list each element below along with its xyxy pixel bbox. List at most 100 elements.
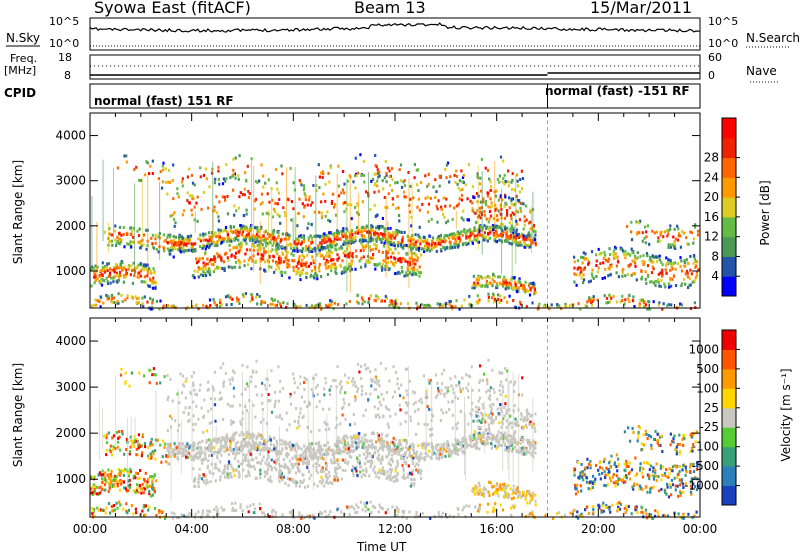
velocity-panel-cell: [350, 440, 354, 444]
power-panel-cell: [485, 217, 488, 221]
power-panel-cell: [346, 253, 349, 257]
power-panel-cell: [595, 264, 598, 267]
power-panel-cell: [393, 242, 396, 246]
velocity-panel-cell: [116, 480, 119, 483]
power-panel-cell: [298, 255, 301, 259]
power-panel-cell: [461, 188, 464, 191]
power-panel-cell: [491, 284, 494, 288]
power-panel-cell: [195, 201, 198, 205]
velocity-panel-cell: [298, 454, 302, 458]
power-panel-cell: [278, 255, 281, 259]
power-panel-cell: [389, 226, 392, 230]
velocity-panel-cell: [123, 486, 126, 490]
power-panel-cell: [123, 245, 126, 249]
power-panel-cell: [362, 234, 365, 238]
power-panel-cell: [649, 255, 652, 259]
power-panel-cell: [683, 231, 686, 235]
velocity-panel-cell: [377, 453, 380, 457]
power-panel-cell: [312, 259, 315, 263]
power-panel-cell: [514, 305, 517, 309]
power-panel-cell: [415, 248, 418, 251]
noise-tick-high-left: 10^5: [49, 15, 80, 28]
velocity-panel-cell: [151, 487, 154, 491]
power-panel-cell: [328, 240, 331, 244]
power-panel-cell: [352, 240, 355, 244]
velocity-panel-cell: [183, 446, 187, 450]
power-panel-cell: [459, 188, 462, 192]
velocity-panel-cell: [150, 455, 153, 459]
power-panel-cell: [272, 298, 275, 302]
power-panel-cell: [582, 281, 585, 285]
power-panel-cell: [199, 273, 202, 277]
power-panel-cell: [550, 303, 553, 307]
power-panel-cell: [523, 215, 526, 219]
power-panel-cell: [451, 307, 454, 311]
power-panel-cell: [339, 237, 342, 241]
power-panel-cell: [99, 295, 102, 299]
velocity-panel-cell: [324, 461, 328, 465]
velocity-panel-cell: [355, 434, 359, 438]
power-panel-cell: [332, 192, 335, 196]
power-panel-cell: [234, 256, 237, 260]
power-panel-cell: [402, 180, 405, 184]
power-panel-cell: [394, 207, 397, 211]
power-panel-cell: [228, 248, 232, 252]
power-panel-cell: [233, 213, 236, 217]
power-panel-cell: [492, 292, 495, 296]
power-panel-cell: [414, 233, 417, 237]
velocity-panel-cell: [264, 461, 267, 465]
power-panel-cell: [139, 262, 142, 266]
velocity-panel-cell: [107, 468, 110, 472]
power-panel-cell: [496, 281, 499, 285]
power-panel-cell: [90, 304, 93, 308]
power-panel-cell: [386, 166, 390, 170]
power-panel-cell: [424, 246, 428, 249]
power-panel-cell: [204, 232, 207, 236]
power-panel-cell: [362, 248, 365, 252]
power-panel-cell: [532, 229, 535, 233]
power-panel-cell: [238, 245, 241, 249]
power-panel-cell: [479, 228, 482, 232]
power-panel-cell: [399, 243, 403, 247]
velocity-panel-cell: [173, 455, 176, 459]
power-panel-cell: [340, 229, 343, 233]
velocity-panel-cell: [320, 456, 323, 460]
power-panel-cell: [280, 260, 283, 264]
velocity-panel-cell: [451, 443, 454, 447]
velocity-panel-cell: [204, 453, 207, 457]
velocity-panel-cell: [433, 451, 436, 455]
power-panel-cell: [338, 247, 341, 251]
power-panel-cell: [359, 230, 362, 234]
power-panel-cell: [527, 231, 530, 235]
power-panel-cell: [116, 235, 119, 239]
power-panel-cell: [449, 244, 452, 248]
power-panel-cell: [435, 190, 438, 194]
power-panel-cell: [327, 255, 330, 259]
power-panel-cell: [496, 214, 499, 218]
velocity-panel-cell: [153, 474, 156, 478]
power-panel-cell: [207, 231, 211, 235]
power-panel-cell: [491, 204, 494, 208]
power-panel-cell: [518, 279, 521, 283]
velocity-panel-cell: [455, 440, 458, 444]
velocity-panel-cell: [110, 475, 113, 479]
power-panel-cell: [305, 261, 308, 265]
power-panel-cell: [515, 173, 519, 177]
power-panel-cell: [605, 301, 608, 305]
velocity-panel-cell: [441, 449, 444, 453]
power-panel-cell: [356, 203, 359, 207]
velocity-panel-cell: [261, 447, 264, 451]
velocity-panel-cell: [392, 436, 395, 440]
power-panel-cell: [657, 278, 660, 282]
power-panel-cell: [96, 277, 99, 281]
velocity-panel-cell: [224, 466, 227, 470]
power-panel-cell: [109, 281, 112, 285]
velocity-panel-cell: [249, 433, 252, 437]
velocity-panel-cell: [379, 446, 382, 450]
power-panel-cell: [276, 252, 279, 256]
power-panel-cell: [534, 291, 537, 295]
power-panel-cell: [122, 280, 125, 284]
power-panel-cell: [116, 299, 119, 303]
power-panel-cell: [608, 300, 612, 304]
power-panel-cell: [223, 195, 226, 199]
